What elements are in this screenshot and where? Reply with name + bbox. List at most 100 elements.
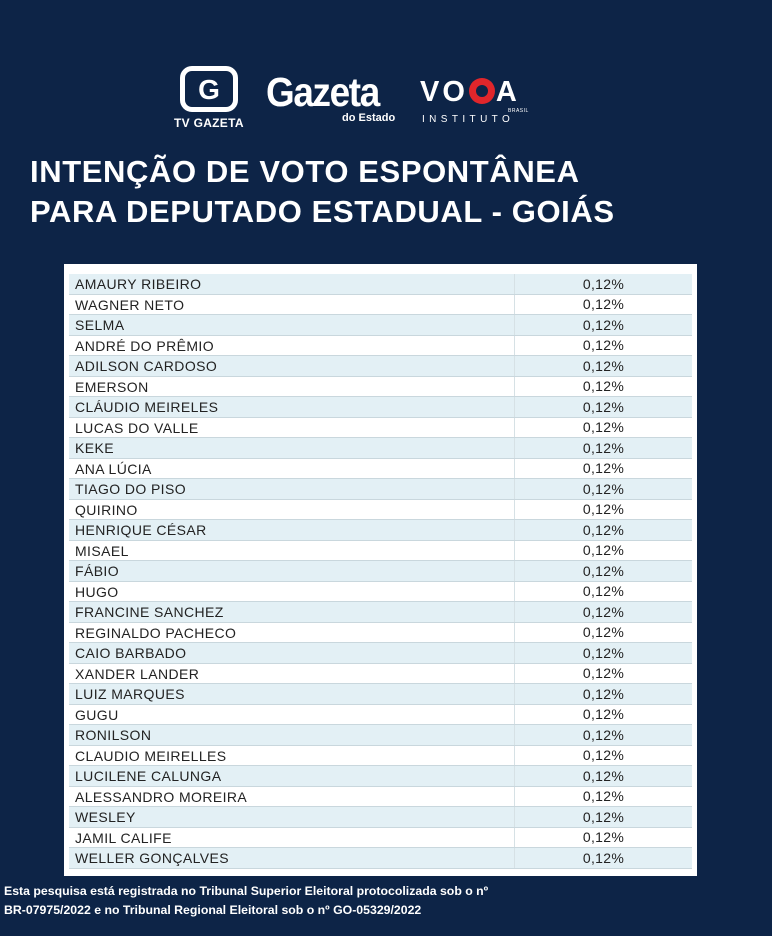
table-row: XANDER LANDER 0,12% bbox=[69, 663, 692, 684]
table-row: FRANCINE SANCHEZ 0,12% bbox=[69, 602, 692, 623]
candidate-name: LUCILENE CALUNGA bbox=[69, 766, 515, 786]
voga-logo-right: A bbox=[495, 76, 520, 108]
candidate-percentage: 0,12% bbox=[582, 726, 625, 743]
table-row: FÁBIO 0,12% bbox=[69, 561, 692, 582]
candidate-percentage: 0,12% bbox=[582, 706, 625, 723]
candidate-percentage: 0,12% bbox=[582, 480, 625, 497]
table-row: QUIRINO 0,12% bbox=[69, 499, 692, 520]
table-row: WAGNER NETO 0,12% bbox=[69, 294, 692, 315]
candidate-percentage: 0,12% bbox=[582, 849, 625, 866]
candidate-percentage: 0,12% bbox=[582, 562, 625, 579]
candidate-percentage: 0,12% bbox=[582, 337, 625, 354]
candidate-name: AMAURY RIBEIRO bbox=[69, 274, 515, 294]
candidate-name: CLÁUDIO MEIRELES bbox=[69, 397, 515, 417]
footer-line-1: Esta pesquisa está registrada no Tribuna… bbox=[4, 884, 489, 898]
candidate-percentage: 0,12% bbox=[582, 747, 625, 764]
candidate-name: WESLEY bbox=[69, 807, 515, 827]
candidate-name: FRANCINE SANCHEZ bbox=[69, 602, 515, 622]
candidate-name: GUGU bbox=[69, 704, 515, 724]
candidate-name: CAIO BARBADO bbox=[69, 643, 515, 663]
candidate-percentage: 0,12% bbox=[582, 275, 625, 292]
candidate-percentage: 0,12% bbox=[582, 644, 625, 661]
gazeta-logo-name: Gazeta bbox=[266, 69, 380, 115]
candidate-name: ALESSANDRO MOREIRA bbox=[69, 786, 515, 806]
tv-gazeta-logo-box: G bbox=[180, 66, 238, 112]
candidate-percentage: 0,12% bbox=[582, 685, 625, 702]
table-row: CLÁUDIO MEIRELES 0,12% bbox=[69, 397, 692, 418]
table-row: TIAGO DO PISO 0,12% bbox=[69, 479, 692, 500]
table-row: ANDRÉ DO PRÊMIO 0,12% bbox=[69, 335, 692, 356]
candidate-percentage: 0,12% bbox=[582, 419, 625, 436]
candidate-name: HENRIQUE CÉSAR bbox=[69, 520, 515, 540]
table-row: AMAURY RIBEIRO 0,12% bbox=[69, 274, 692, 295]
logo-bar: G TV GAZETA Gazeta do Estado VO A BRASIL … bbox=[0, 62, 772, 132]
voga-logo-word: VO A bbox=[420, 76, 540, 108]
table-row: RONILSON 0,12% bbox=[69, 725, 692, 746]
candidate-name: KEKE bbox=[69, 438, 515, 458]
candidate-percentage: 0,12% bbox=[582, 398, 625, 415]
candidate-name: RONILSON bbox=[69, 725, 515, 745]
table-row: ALESSANDRO MOREIRA 0,12% bbox=[69, 786, 692, 807]
candidate-percentage: 0,12% bbox=[582, 624, 625, 641]
candidate-percentage: 0,12% bbox=[582, 521, 625, 538]
table-row: JAMIL CALIFE 0,12% bbox=[69, 827, 692, 848]
candidate-percentage: 0,12% bbox=[582, 296, 625, 313]
candidate-name: ADILSON CARDOSO bbox=[69, 356, 515, 376]
tv-gazeta-logo-letter: G bbox=[198, 74, 220, 105]
candidate-name: EMERSON bbox=[69, 376, 515, 396]
table-row: LUCILENE CALUNGA 0,12% bbox=[69, 766, 692, 787]
candidate-percentage: 0,12% bbox=[582, 583, 625, 600]
candidate-percentage: 0,12% bbox=[582, 460, 625, 477]
table-row: ANA LÚCIA 0,12% bbox=[69, 458, 692, 479]
candidate-name: FÁBIO bbox=[69, 561, 515, 581]
candidate-name: SELMA bbox=[69, 315, 515, 335]
candidate-name: REGINALDO PACHECO bbox=[69, 622, 515, 642]
table-row: REGINALDO PACHECO 0,12% bbox=[69, 622, 692, 643]
candidate-name: LUCAS DO VALLE bbox=[69, 417, 515, 437]
table-row: MISAEL 0,12% bbox=[69, 540, 692, 561]
voga-instituto-logo: VO A BRASIL INSTITUTO bbox=[420, 76, 540, 126]
voga-logo-ring-icon bbox=[468, 78, 495, 104]
registration-footer: Esta pesquisa está registrada no Tribuna… bbox=[4, 882, 764, 920]
candidate-name: JAMIL CALIFE bbox=[69, 827, 515, 847]
candidate-percentage: 0,12% bbox=[582, 378, 625, 395]
voga-logo-sub: INSTITUTO bbox=[422, 114, 515, 125]
candidate-name: XANDER LANDER bbox=[69, 663, 515, 683]
candidate-name: QUIRINO bbox=[69, 499, 515, 519]
candidate-percentage: 0,12% bbox=[582, 501, 625, 518]
candidate-name: MISAEL bbox=[69, 540, 515, 560]
page-title-line-2: PARA DEPUTADO ESTADUAL - GOIÁS bbox=[30, 194, 615, 229]
table-row: WESLEY 0,12% bbox=[69, 807, 692, 828]
table-row: HUGO 0,12% bbox=[69, 581, 692, 602]
candidate-percentage: 0,12% bbox=[582, 808, 625, 825]
candidate-percentage: 0,12% bbox=[582, 316, 625, 333]
gazeta-do-estado-logo: Gazeta do Estado bbox=[266, 70, 406, 130]
candidate-percentage: 0,12% bbox=[582, 767, 625, 784]
footer-line-2: BR-07975/2022 e no Tribunal Regional Ele… bbox=[4, 903, 422, 917]
candidate-percentage: 0,12% bbox=[582, 357, 625, 374]
table-row: LUCAS DO VALLE 0,12% bbox=[69, 417, 692, 438]
candidate-percentage: 0,12% bbox=[582, 603, 625, 620]
page-title-line-1: INTENÇÃO DE VOTO ESPONTÂNEA bbox=[30, 154, 580, 189]
table-row: ADILSON CARDOSO 0,12% bbox=[69, 356, 692, 377]
page-title: INTENÇÃO DE VOTO ESPONTÂNEA PARA DEPUTAD… bbox=[30, 152, 760, 232]
candidate-name: LUIZ MARQUES bbox=[69, 684, 515, 704]
table-row: HENRIQUE CÉSAR 0,12% bbox=[69, 520, 692, 541]
table-row: CAIO BARBADO 0,12% bbox=[69, 643, 692, 664]
candidate-percentage: 0,12% bbox=[582, 439, 625, 456]
voga-logo-brasil: BRASIL bbox=[508, 108, 529, 114]
table-row: GUGU 0,12% bbox=[69, 704, 692, 725]
candidate-name: ANDRÉ DO PRÊMIO bbox=[69, 335, 515, 355]
table-row: CLAUDIO MEIRELLES 0,12% bbox=[69, 745, 692, 766]
candidate-percentage: 0,12% bbox=[582, 788, 625, 805]
table-row: WELLER GONÇALVES 0,12% bbox=[69, 848, 692, 869]
voga-logo-left: VO bbox=[420, 76, 468, 108]
candidate-percentage: 0,12% bbox=[582, 665, 625, 682]
candidate-name: HUGO bbox=[69, 581, 515, 601]
table-row: SELMA 0,12% bbox=[69, 315, 692, 336]
candidate-name: WAGNER NETO bbox=[69, 294, 515, 314]
candidate-percentage: 0,12% bbox=[582, 829, 625, 846]
tv-gazeta-logo-caption: TV GAZETA bbox=[174, 116, 244, 130]
table-row: LUIZ MARQUES 0,12% bbox=[69, 684, 692, 705]
tv-gazeta-logo: G TV GAZETA bbox=[174, 62, 254, 132]
